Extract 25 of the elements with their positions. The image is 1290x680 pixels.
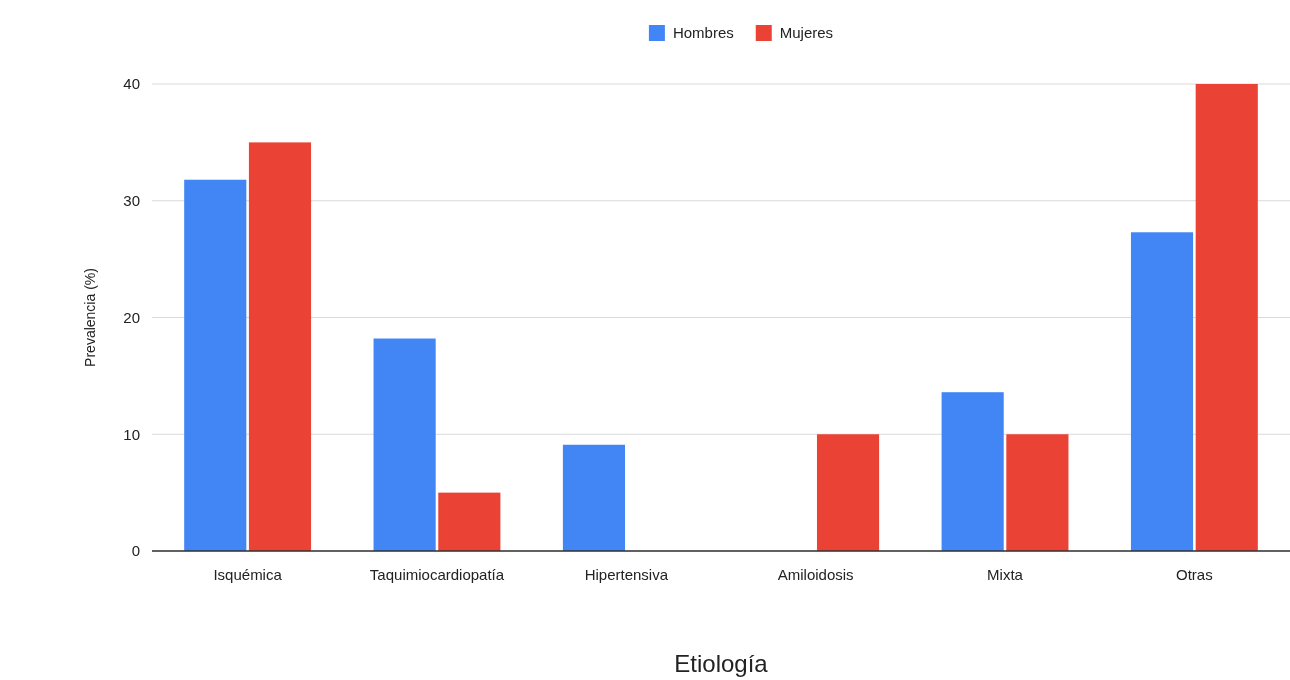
x-tick-label: Mixta — [987, 565, 1024, 583]
x-tick-label: Amiloidosis — [777, 565, 854, 583]
bar — [248, 142, 312, 551]
bar — [1130, 232, 1194, 551]
x-tick-label: Taquimiocardiopatía — [369, 565, 505, 583]
y-axis-title: Prevalencia (%) — [82, 268, 98, 367]
bar — [941, 392, 1004, 551]
bar — [1195, 84, 1258, 551]
bar — [438, 492, 501, 551]
x-tick-label: Otras — [1176, 565, 1213, 583]
y-tick-label: 30 — [123, 192, 140, 210]
y-tick-label: 20 — [123, 308, 140, 326]
bar — [184, 179, 247, 551]
x-axis-title: Etiología — [674, 650, 769, 677]
y-tick-label: 40 — [123, 75, 140, 93]
bar — [816, 434, 880, 551]
legend-label: Hombres — [672, 24, 734, 41]
legend-label: Mujeres — [779, 24, 834, 41]
y-tick-label: 10 — [123, 425, 140, 443]
x-tick-label: Hipertensiva — [584, 565, 669, 583]
bar — [1006, 434, 1069, 551]
bar — [562, 444, 626, 551]
y-tick-label: 0 — [131, 542, 140, 560]
bar — [373, 338, 436, 551]
x-tick-label: Isquémica — [213, 565, 283, 583]
